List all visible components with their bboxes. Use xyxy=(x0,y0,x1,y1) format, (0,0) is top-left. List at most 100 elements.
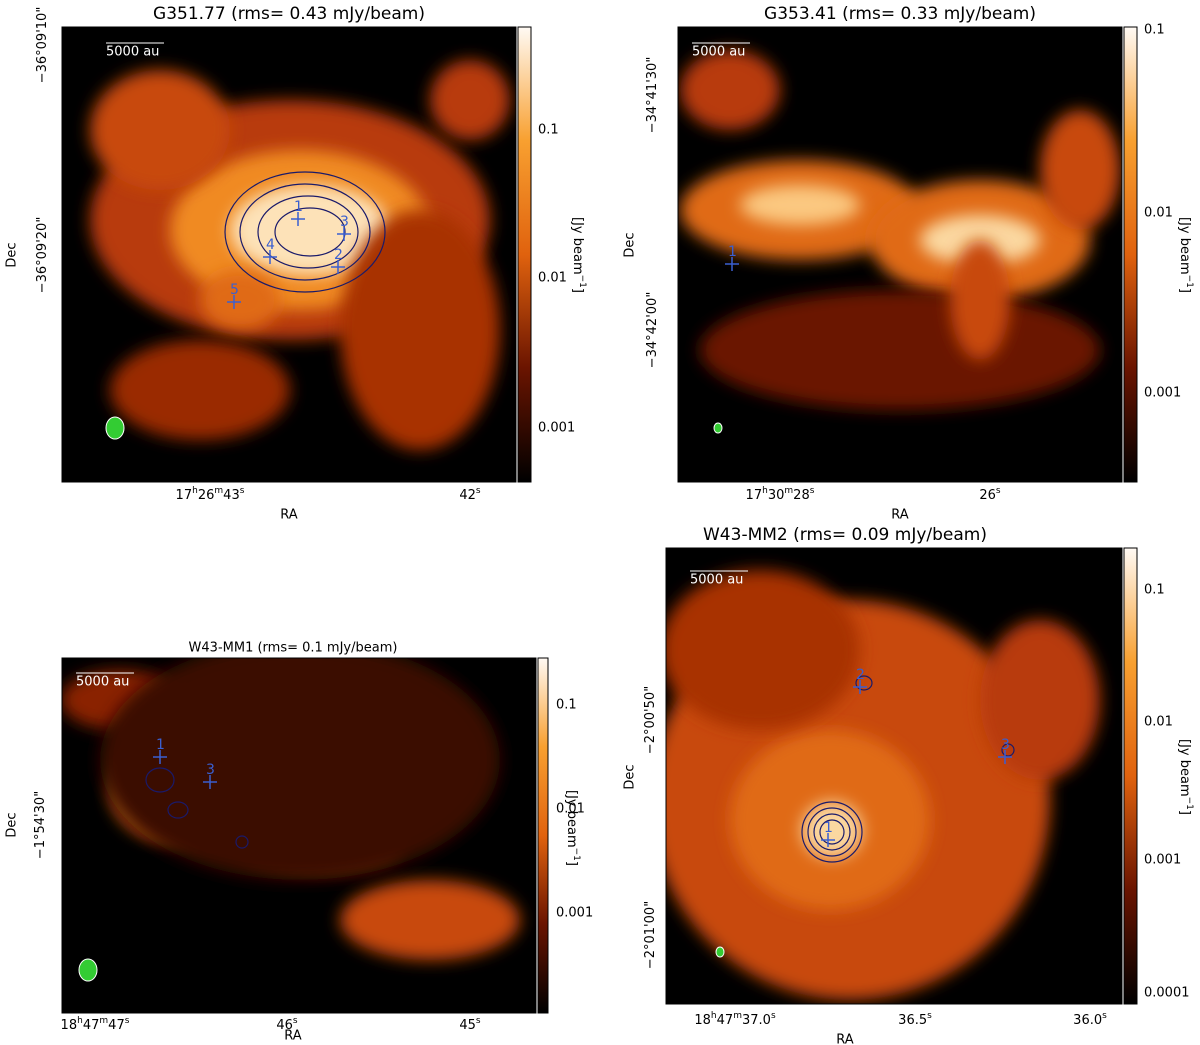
contour xyxy=(239,183,371,281)
colorbar-tick-label: 0.001 xyxy=(538,421,575,436)
contour xyxy=(813,813,851,851)
source-marker xyxy=(998,750,1012,764)
frame xyxy=(665,547,1123,1005)
x-tick-label: 18h47m47s xyxy=(61,1016,130,1033)
emission xyxy=(740,185,860,225)
source-label: 1 xyxy=(156,737,165,753)
source-label: 3 xyxy=(1001,737,1010,753)
y-axis-label: Dec xyxy=(5,812,20,837)
colorbar-tick-label: 0.1 xyxy=(538,123,559,138)
emission-map xyxy=(90,60,510,450)
emission xyxy=(340,880,520,960)
scale-bar-label: 5000 au xyxy=(690,573,743,588)
source-marker xyxy=(821,833,835,847)
colorbar-label-part: ] xyxy=(565,861,580,866)
emission xyxy=(980,620,1100,780)
emission-map xyxy=(680,50,1120,410)
colorbar-tick-label: 0.1 xyxy=(556,698,577,713)
contour xyxy=(819,819,845,845)
contour xyxy=(807,807,857,857)
source-label: 2 xyxy=(856,667,865,683)
colorbar-label-part: ] xyxy=(571,288,586,293)
x-axis-label: RA xyxy=(836,1033,854,1045)
emission xyxy=(200,270,280,330)
source-label: 2 xyxy=(334,247,343,263)
colorbar-label-part: [Jy beam xyxy=(1178,217,1193,275)
frame xyxy=(677,26,1123,483)
y-tick-label: −1°54'30" xyxy=(33,791,48,859)
beam xyxy=(105,416,125,440)
colorbar-tick-label: 0.01 xyxy=(556,802,585,817)
colorbar-label-part: −1 xyxy=(1185,275,1195,288)
source-label: 3 xyxy=(340,214,349,230)
x-axis-label: RA xyxy=(280,508,298,523)
frame xyxy=(61,657,537,1014)
y-tick-label: −2°01'00" xyxy=(643,901,658,969)
emission xyxy=(700,290,1100,410)
beam xyxy=(713,422,723,434)
emission xyxy=(430,60,510,140)
colorbar-tick-label: 0.01 xyxy=(1144,206,1173,221)
source-label: 5 xyxy=(230,282,239,298)
x-tick-label: 46s xyxy=(276,1016,298,1033)
x-tick-label: 36.0s xyxy=(1073,1011,1107,1028)
x-tick-label: 17h26m43s xyxy=(176,486,245,503)
colorbar-tick-label: 0.001 xyxy=(1144,386,1181,401)
contour xyxy=(224,171,386,293)
source-label: 4 xyxy=(266,237,275,253)
colorbar-label: [Jy beam−1] xyxy=(565,790,582,866)
x-tick-label: 18h47m37.0s xyxy=(694,1011,776,1028)
x-tick-label: 17h30m28s xyxy=(746,486,815,503)
source-label: 1 xyxy=(294,199,303,215)
emission xyxy=(666,570,860,730)
source-label: 1 xyxy=(728,244,737,260)
source-marker xyxy=(725,257,739,271)
colorbar-label-part: [Jy beam xyxy=(1178,739,1193,797)
source-label: 1 xyxy=(824,820,833,836)
source-marker xyxy=(291,212,305,226)
panel-title: W43-MM2 (rms= 0.09 mJy/beam) xyxy=(703,525,987,545)
y-axis-label: Dec xyxy=(5,242,20,267)
contour xyxy=(855,675,873,691)
colorbar xyxy=(517,26,532,483)
contour xyxy=(274,207,346,257)
y-tick-label: −36°09'10" xyxy=(35,7,50,84)
source-marker xyxy=(227,295,241,309)
panel-title: W43-MM1 (rms= 0.1 mJy/beam) xyxy=(189,641,398,656)
emission xyxy=(1040,110,1120,230)
emission xyxy=(950,240,1010,360)
emission xyxy=(680,50,780,130)
x-axis-label: RA xyxy=(891,508,909,523)
colorbar-tick-label: 0.001 xyxy=(1144,853,1181,868)
emission xyxy=(802,802,862,858)
contour xyxy=(801,801,863,863)
colorbar-tick-label: 0.0001 xyxy=(1144,986,1190,1001)
colorbar-tick-label: 0.01 xyxy=(538,271,567,286)
source-marker xyxy=(203,775,217,789)
emission-map xyxy=(62,658,520,960)
beam xyxy=(715,946,725,958)
colorbar-label-part: ] xyxy=(1178,810,1193,815)
x-tick-label: 26s xyxy=(979,486,1001,503)
emission xyxy=(110,340,290,440)
emission xyxy=(100,658,500,880)
source-marker xyxy=(337,227,351,241)
colorbar-label: [Jy beam−1] xyxy=(1178,217,1195,293)
y-axis-label: Dec xyxy=(623,232,638,257)
x-tick-label: 36.5s xyxy=(898,1011,932,1028)
colorbar xyxy=(1123,547,1138,1005)
y-tick-label: −36°09'20" xyxy=(35,217,50,294)
panel-title: G351.77 (rms= 0.43 mJy/beam) xyxy=(153,4,425,24)
x-tick-label: 42s xyxy=(459,486,481,503)
emission xyxy=(90,70,230,190)
scale-bar-label: 5000 au xyxy=(76,675,129,690)
scale-bar-label: 5000 au xyxy=(106,45,159,60)
colorbar-label-part: −1 xyxy=(1185,797,1195,810)
x-axis-label: RA xyxy=(284,1029,302,1044)
source-marker xyxy=(263,250,277,264)
source-marker xyxy=(331,260,345,274)
contour xyxy=(1001,743,1015,757)
panel-title: G353.41 (rms= 0.33 mJy/beam) xyxy=(764,4,1036,24)
x-tick-label: 45s xyxy=(459,1016,481,1033)
